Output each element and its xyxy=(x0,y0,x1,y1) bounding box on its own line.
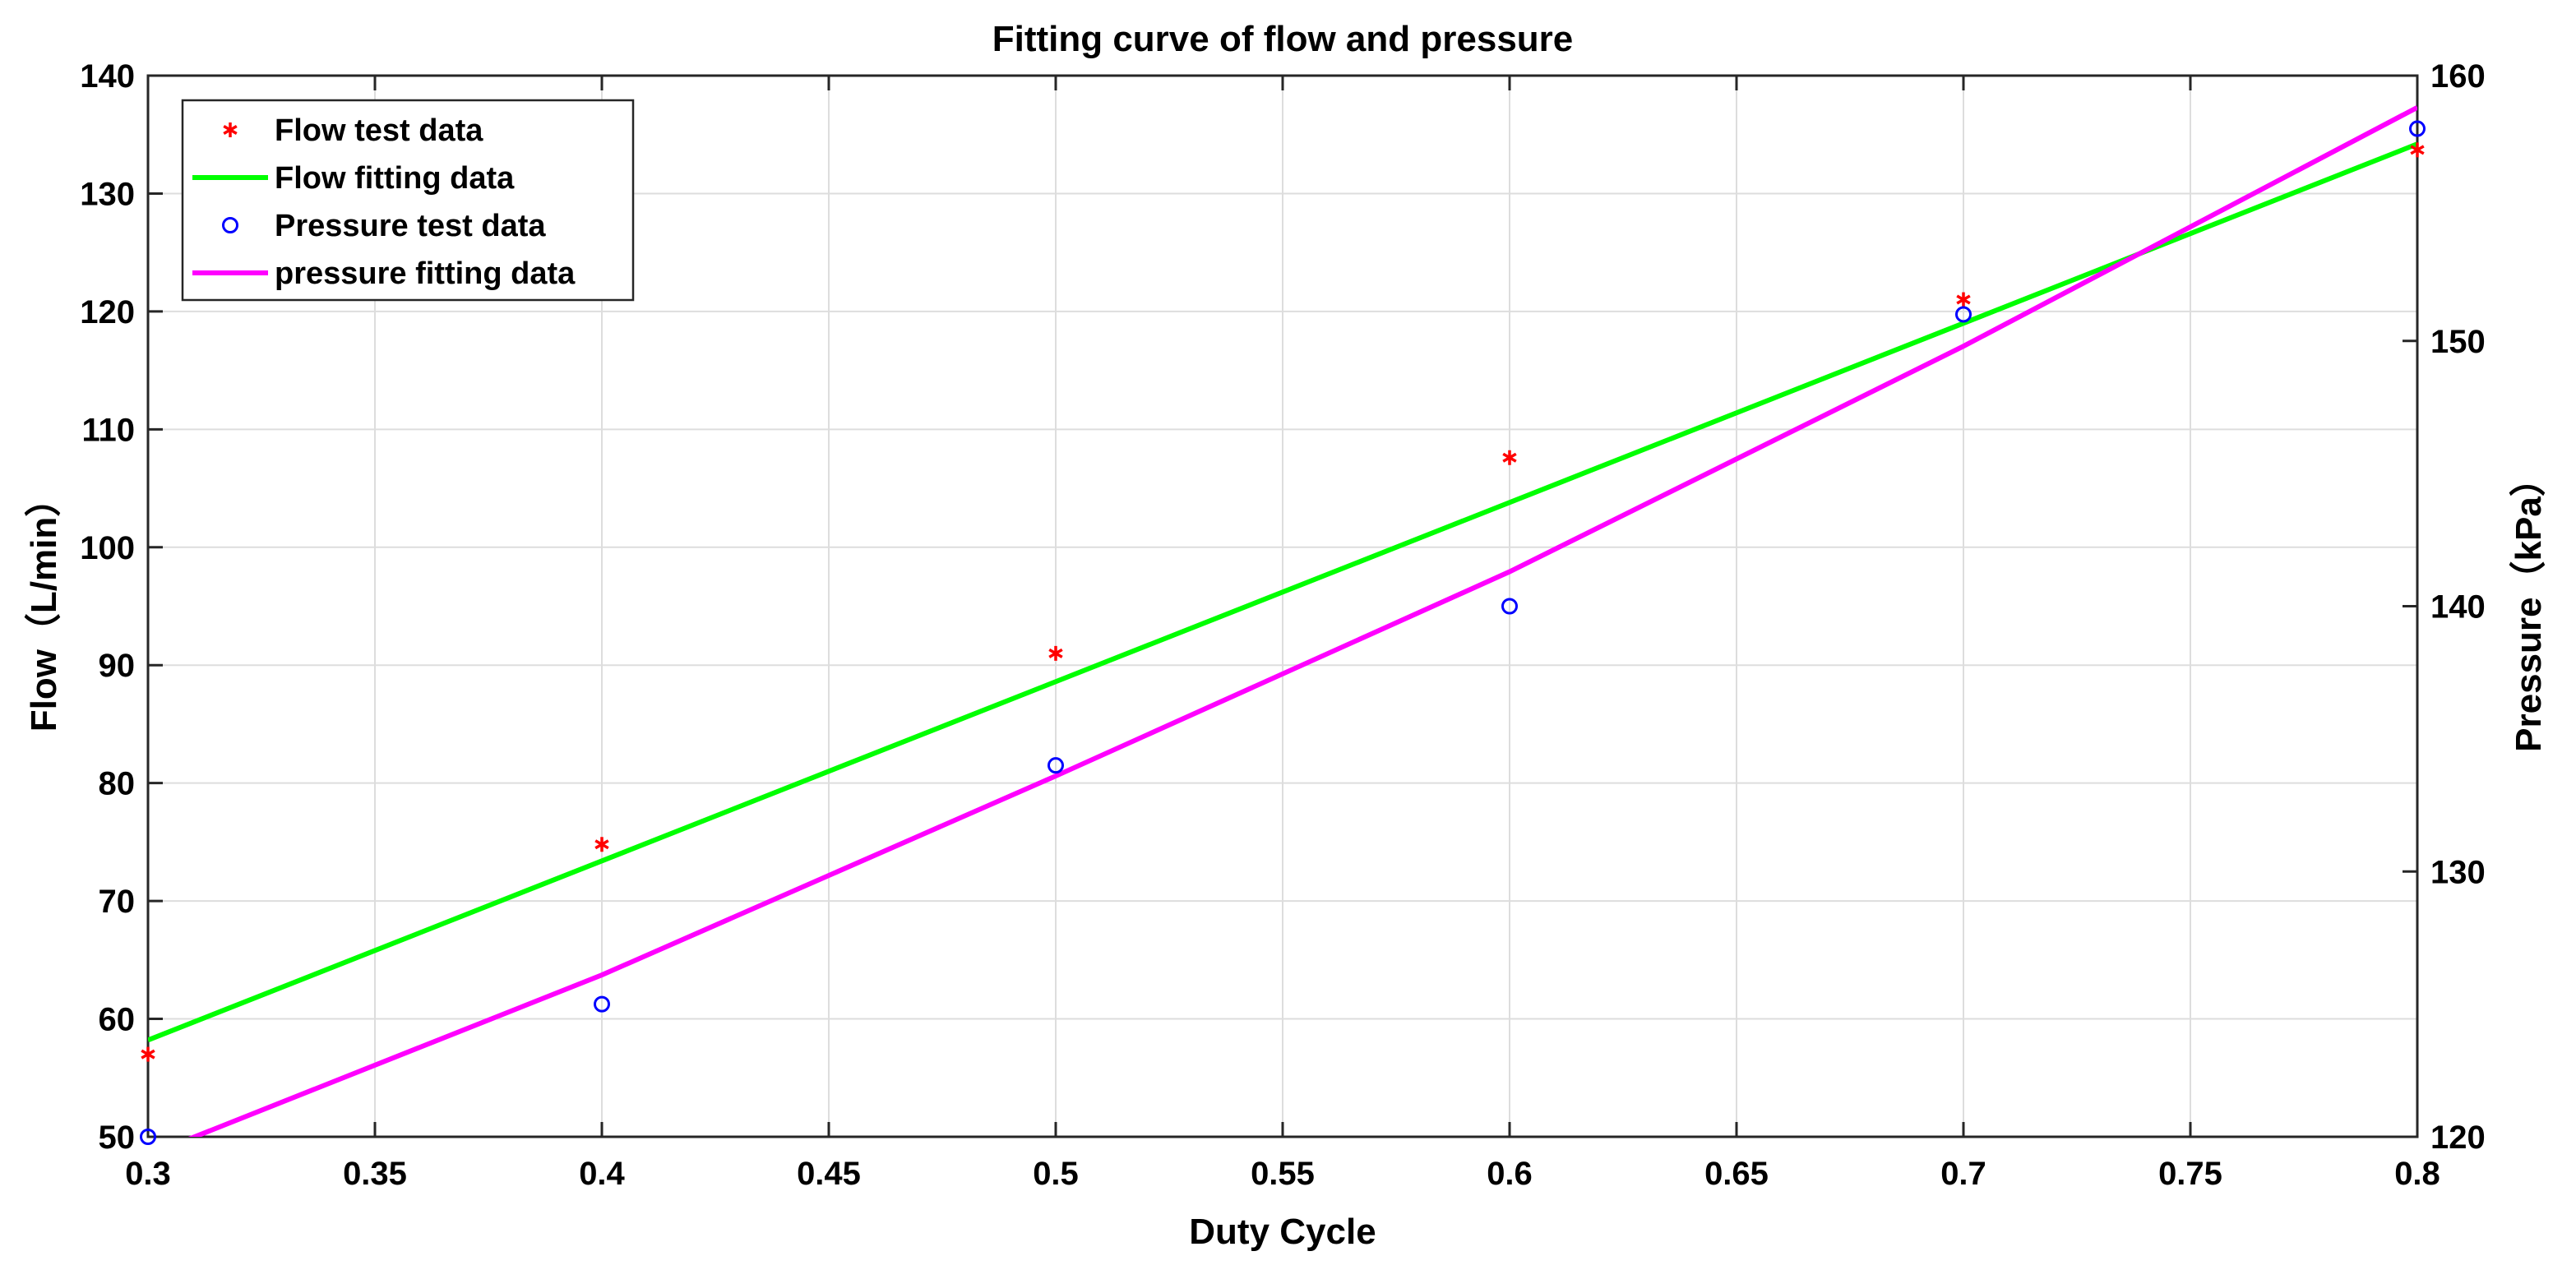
x-tick-label: 0.35 xyxy=(343,1156,407,1192)
x-tick-label: 0.8 xyxy=(2394,1156,2440,1192)
flow-test-data-point xyxy=(1048,645,1063,661)
y-left-tick-label: 140 xyxy=(80,58,135,95)
flow-test-data-point xyxy=(1956,292,1971,307)
x-tick-label: 0.3 xyxy=(125,1156,171,1192)
star-stroke xyxy=(1956,294,1971,305)
grid xyxy=(148,76,2417,1137)
y-right-tick-label: 160 xyxy=(2430,58,2486,95)
x-tick-label: 0.7 xyxy=(1940,1156,1986,1192)
pressure-test-data-point xyxy=(2409,120,2426,137)
y-right-tick-label: 130 xyxy=(2430,854,2486,890)
x-tick-label: 0.4 xyxy=(579,1156,625,1192)
y-left-tick-label: 110 xyxy=(81,412,135,448)
y-left-tick-label: 90 xyxy=(99,648,136,684)
x-axis-title: Duty Cycle xyxy=(1189,1212,1376,1252)
pressure-test-data-point xyxy=(1955,306,1972,323)
star-stroke xyxy=(594,839,609,850)
pressure-test-data-point xyxy=(1048,757,1064,774)
legend-pressure-test-data-label: Pressure test data xyxy=(275,209,546,243)
legend-flow-test-data-label: Flow test data xyxy=(275,113,483,148)
star-stroke xyxy=(1048,648,1063,658)
y-left-tick-label: 130 xyxy=(80,176,135,212)
y-left-tick-label: 100 xyxy=(80,530,135,566)
y-right-tick-label: 140 xyxy=(2430,589,2486,626)
series-layer xyxy=(140,105,2426,1145)
star-stroke xyxy=(1502,452,1517,463)
y-right-tick-label: 150 xyxy=(2430,324,2486,360)
y-left-tick-label: 60 xyxy=(99,1002,136,1038)
star-stroke xyxy=(141,1049,155,1060)
x-tick-label: 0.65 xyxy=(1704,1156,1769,1192)
pressure-test-data-point xyxy=(140,1129,156,1145)
star-stroke xyxy=(2410,145,2425,155)
legend-box xyxy=(181,99,635,302)
pressure-fitting-data-line xyxy=(187,105,2417,1137)
x-tick-label: 0.6 xyxy=(1487,1156,1533,1192)
x-tick-label: 0.55 xyxy=(1251,1156,1315,1192)
x-tick-label: 0.5 xyxy=(1033,1156,1079,1192)
y-axis-title-left: Flow（L/min） xyxy=(24,481,64,732)
flow-test-data-point xyxy=(141,1046,155,1062)
legend-flow-fitting-data-label: Flow fitting data xyxy=(275,161,515,196)
x-tick-label: 0.75 xyxy=(2158,1156,2222,1192)
flow-test-data-point xyxy=(594,837,609,852)
legend-flow-test-data-swatch xyxy=(223,122,238,137)
y-left-tick-label: 50 xyxy=(99,1120,136,1156)
chart-title: Fitting curve of flow and pressure xyxy=(992,19,1574,59)
flow-fitting-data-line xyxy=(148,141,2417,1043)
legend: Flow test data Flow fitting data Pressure … xyxy=(181,99,635,302)
pressure-test-data-point xyxy=(594,995,610,1013)
star-stroke xyxy=(223,124,238,136)
x-tick-label: 0.45 xyxy=(797,1156,861,1192)
y-axis-title-right: Pressure（kPa） xyxy=(2509,460,2549,752)
y-left-tick-label: 70 xyxy=(99,884,136,920)
flow-test-data-point xyxy=(1502,450,1517,465)
legend-pressure-fitting-data-label: pressure fitting data xyxy=(275,256,576,291)
y-right-tick-label: 120 xyxy=(2430,1120,2486,1156)
legend-items: Flow test data Flow fitting data Pressure … xyxy=(192,113,576,291)
ticks: 0.3 0.35 0.4 0.45 0.5 0.55 0.6 0.65 0.7 0.75 0.8 50… xyxy=(80,58,2486,1192)
y-left-tick-label: 120 xyxy=(80,294,135,330)
flow-test-data-point xyxy=(2410,142,2425,158)
y-left-tick-label: 80 xyxy=(99,766,136,802)
legend-pressure-test-data-swatch xyxy=(222,217,238,233)
pressure-test-data-point xyxy=(1501,598,1518,615)
